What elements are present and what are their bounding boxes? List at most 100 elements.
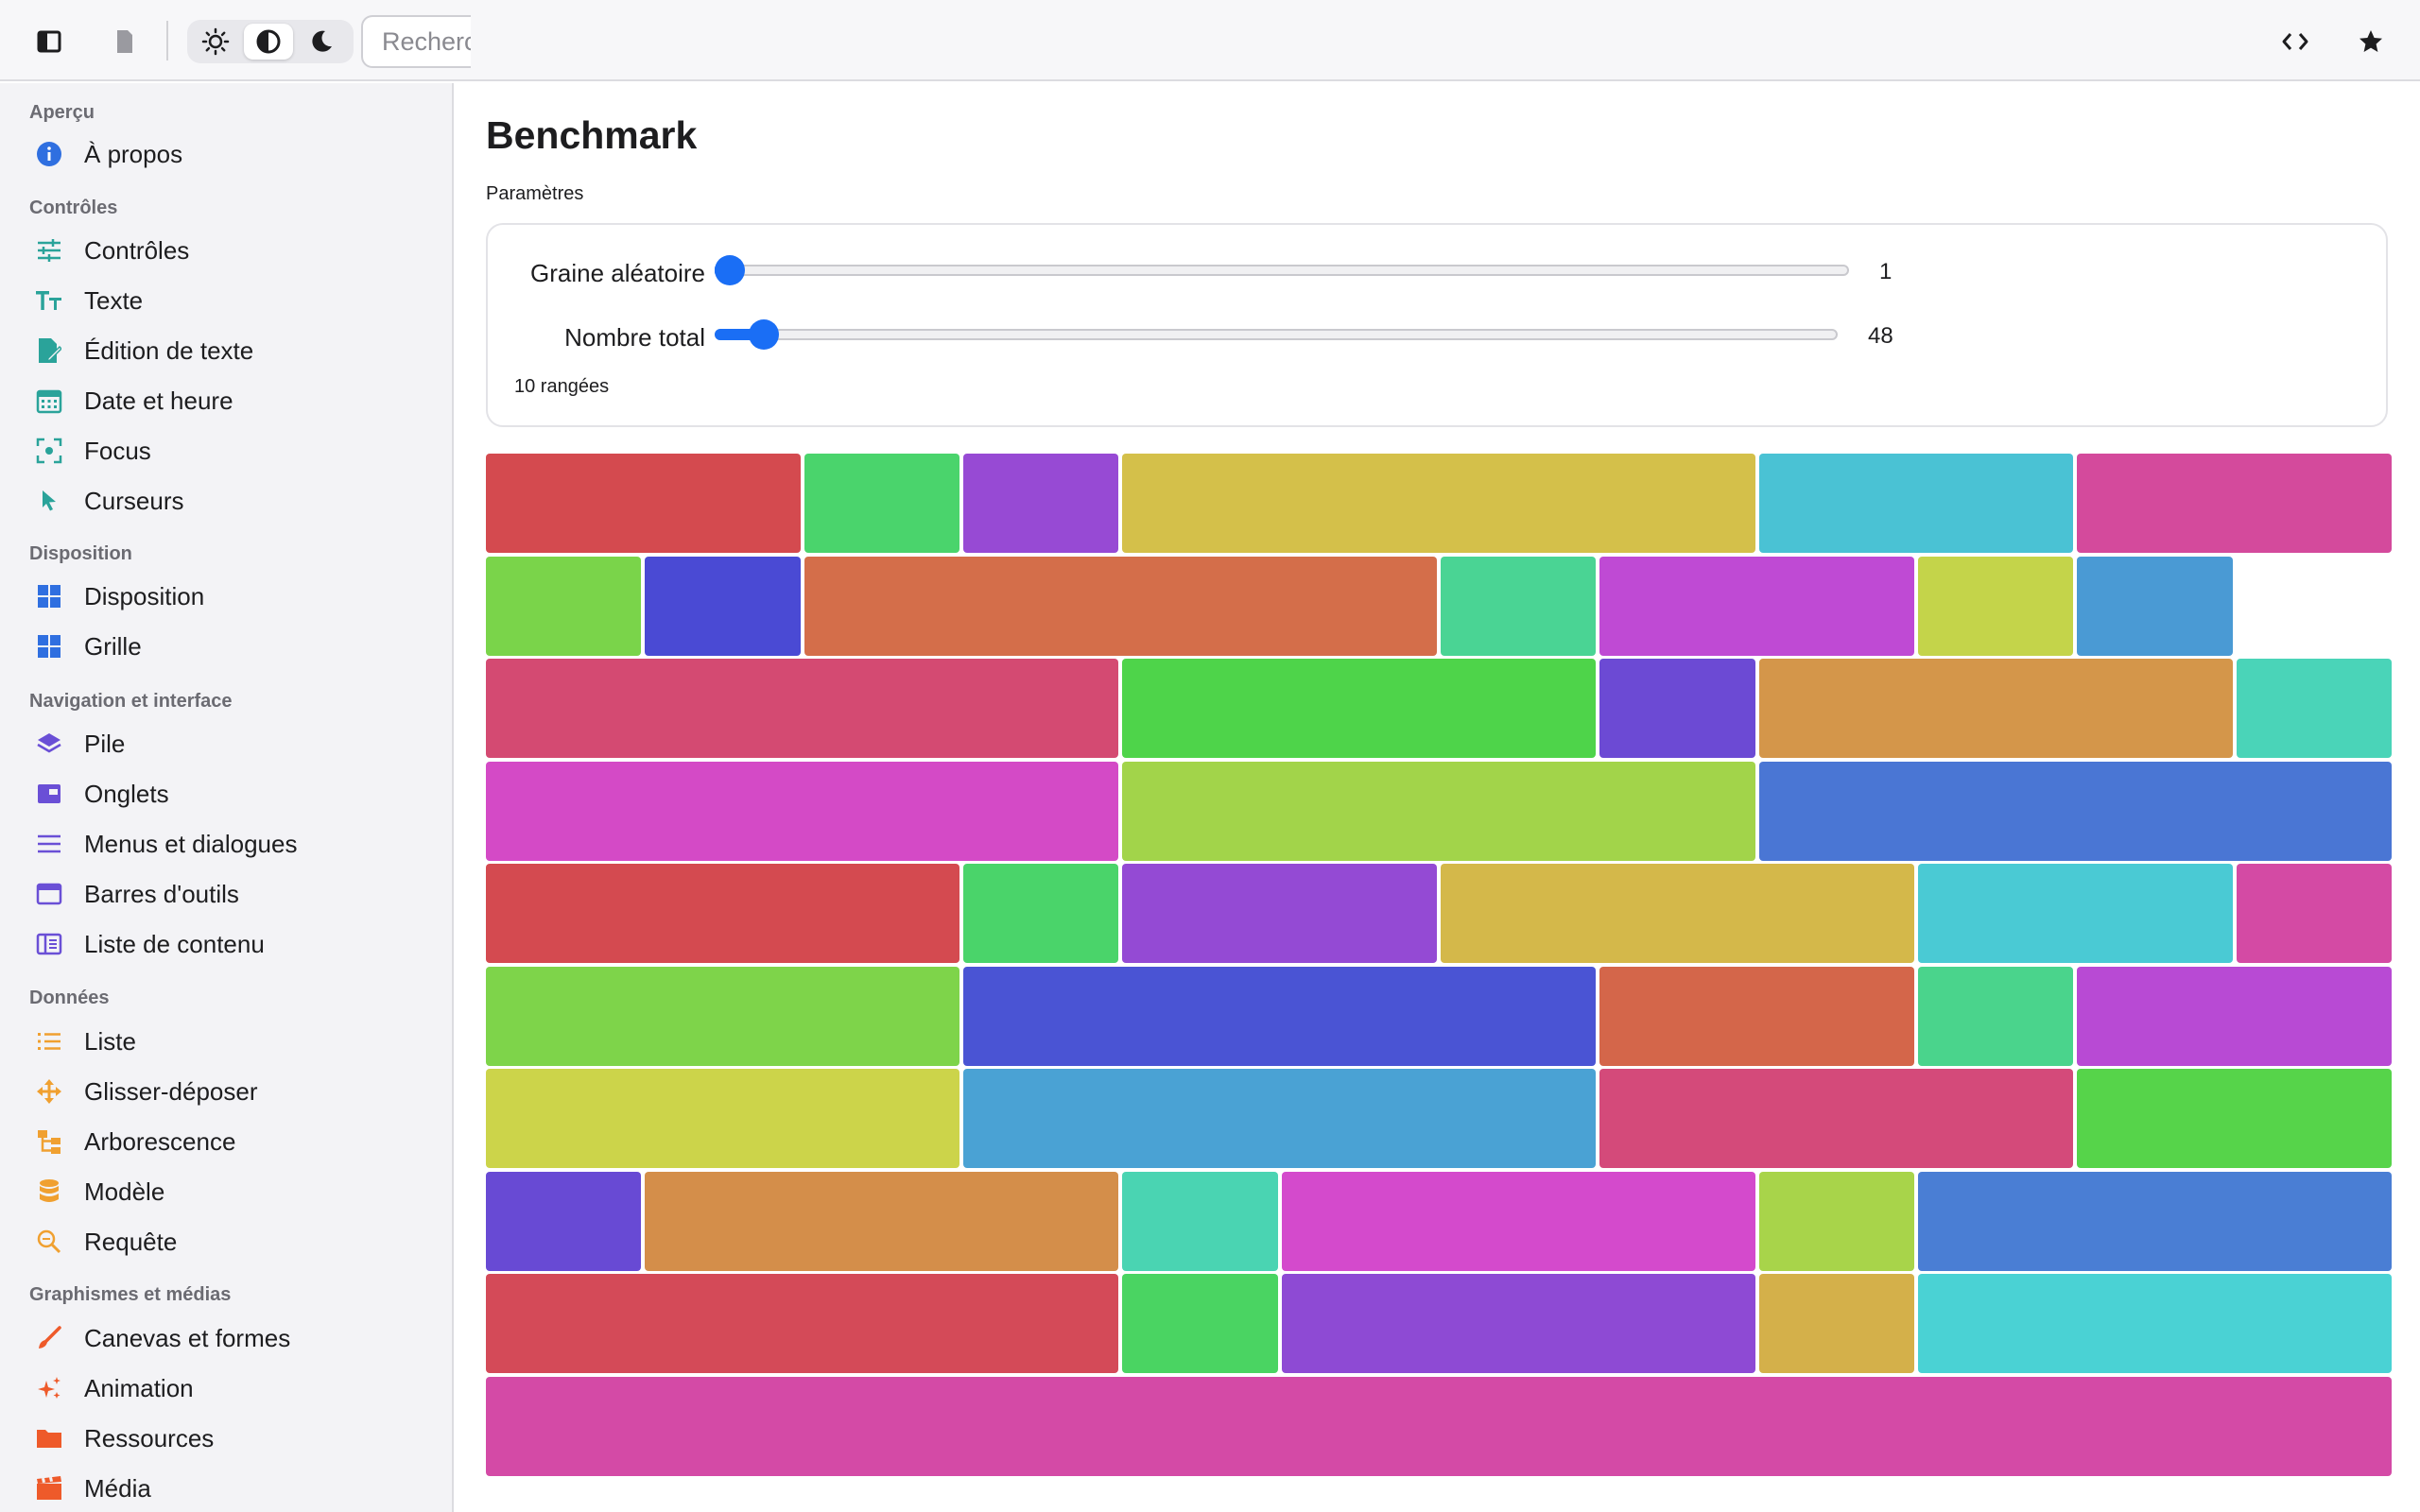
grid-cell — [963, 864, 1119, 963]
grid-cell — [1122, 1274, 1278, 1373]
seed-slider-thumb[interactable] — [715, 255, 745, 285]
section-title-data: Données — [29, 988, 110, 1008]
grid-cell — [963, 1069, 1597, 1168]
grid-cell — [2077, 556, 2233, 656]
sidebar-item-label: Canevas et formes — [84, 1323, 291, 1352]
section-title-overview: Aperçu — [29, 102, 95, 123]
grid-cell — [1122, 454, 1755, 553]
main-content: Benchmark Paramètres Graine aléatoire 1 … — [456, 83, 2420, 1512]
sidebar-item-controls[interactable]: Contrôles — [19, 227, 435, 274]
tabs-icon — [28, 773, 70, 815]
sidebar-item-content-list[interactable]: Liste de contenu — [19, 920, 435, 968]
sidebar-item-text-editing[interactable]: Édition de texte — [19, 327, 435, 374]
sidebar-item-drag-drop[interactable]: Glisser-déposer — [19, 1068, 435, 1115]
favorite-button[interactable] — [2348, 19, 2394, 64]
parameters-card: Graine aléatoire 1 Nombre total 48 10 ra… — [486, 223, 2388, 427]
film-icon — [28, 1468, 70, 1509]
sidebar-item-media[interactable]: Média — [19, 1465, 435, 1512]
sidebar-item-list[interactable]: Liste — [19, 1018, 435, 1065]
grid-cell — [1758, 1171, 1914, 1271]
grid-cell — [486, 1069, 959, 1168]
folder-icon — [28, 1418, 70, 1459]
sidebar-item-toolbars[interactable]: Barres d'outils — [19, 870, 435, 918]
sidebar-item-about[interactable]: À propos — [19, 130, 435, 178]
grid-cell — [804, 556, 1437, 656]
grid-cell — [486, 966, 959, 1066]
stack-icon — [28, 723, 70, 765]
sidebar-item-cursors[interactable]: Curseurs — [19, 477, 435, 524]
total-count-label: Nombre total — [564, 323, 705, 352]
sidebar-item-focus[interactable]: Focus — [19, 427, 435, 474]
grid-cell — [963, 966, 1597, 1066]
toolbar — [0, 0, 2420, 81]
auto-theme-button[interactable] — [244, 24, 293, 60]
document-button[interactable] — [102, 19, 147, 64]
grid-cell — [1758, 761, 2392, 861]
grid-cell — [486, 1171, 642, 1271]
grid-cell — [1281, 1274, 1755, 1373]
sidebar-item-label: Modèle — [84, 1177, 165, 1206]
light-theme-button[interactable] — [191, 24, 240, 60]
focus-icon — [28, 430, 70, 472]
seed-value: 1 — [1879, 259, 1893, 284]
total-count-slider-track[interactable] — [715, 329, 1838, 340]
view-source-button[interactable] — [2273, 19, 2318, 64]
sidebar-item-layout[interactable]: Disposition — [19, 573, 435, 620]
grid-icon — [28, 626, 70, 667]
sidebar-item-tabs[interactable]: Onglets — [19, 770, 435, 817]
search-input[interactable] — [361, 15, 471, 68]
cursor-icon — [28, 480, 70, 522]
sidebar-item-canvas-shapes[interactable]: Canevas et formes — [19, 1314, 435, 1362]
grid-cell — [2077, 454, 2392, 553]
dark-theme-button[interactable] — [297, 24, 346, 60]
menu-icon — [28, 823, 70, 865]
benchmark-grid — [486, 454, 2392, 1476]
grid-cell — [804, 454, 959, 553]
grid-cell — [1122, 659, 1597, 758]
sidebar-item-animation[interactable]: Animation — [19, 1365, 435, 1412]
grid-cell — [1599, 659, 1755, 758]
parameters-label: Paramètres — [486, 183, 584, 204]
list-icon — [28, 1021, 70, 1062]
sidebar-item-tree[interactable]: Arborescence — [19, 1118, 435, 1165]
sidebar-item-model[interactable]: Modèle — [19, 1168, 435, 1215]
total-count-slider-thumb[interactable] — [748, 319, 779, 350]
sidebar-item-query[interactable]: Requête — [19, 1218, 435, 1265]
sidebar-item-label: Requête — [84, 1227, 178, 1256]
sidebar-item-date-time[interactable]: Date et heure — [19, 377, 435, 424]
grid-cell — [645, 556, 801, 656]
calendar-icon — [28, 380, 70, 421]
sidebar-item-stack[interactable]: Pile — [19, 720, 435, 767]
grid-row — [486, 1376, 2392, 1476]
grid-cell — [1758, 454, 2074, 553]
grid-row — [486, 1069, 2392, 1168]
grid-row — [486, 454, 2392, 553]
sidebar-item-menus-dialogs[interactable]: Menus et dialogues — [19, 820, 435, 868]
sidebar-item-label: Pile — [84, 729, 126, 758]
grid-cell — [1441, 556, 1597, 656]
seed-slider-track[interactable] — [715, 265, 1849, 276]
total-count-value: 48 — [1868, 323, 1893, 349]
edit-document-icon — [28, 330, 70, 371]
grid-cell — [2236, 864, 2392, 963]
grid-cell — [1918, 1274, 2392, 1373]
sidebar-item-label: Liste — [84, 1026, 136, 1056]
grid-cell — [1599, 556, 1914, 656]
sidebar-item-text[interactable]: Texte — [19, 277, 435, 324]
sidebar-item-grid[interactable]: Grille — [19, 623, 435, 670]
moon-icon — [312, 30, 332, 52]
sidebar-item-resources[interactable]: Ressources — [19, 1415, 435, 1462]
sidebar-item-label: Disposition — [84, 581, 205, 610]
sidebar-item-label: Barres d'outils — [84, 879, 239, 908]
sidebar-item-label: Date et heure — [84, 386, 233, 415]
drag-icon — [28, 1071, 70, 1112]
sliders-icon — [28, 230, 70, 271]
sidebar-toggle-button[interactable] — [26, 19, 72, 64]
total-count-slider-fill — [715, 329, 756, 340]
sidebar-item-label: Glisser-déposer — [84, 1076, 258, 1106]
grid-cell — [486, 1274, 1119, 1373]
grid-cell — [1599, 966, 1914, 1066]
grid-row — [486, 966, 2392, 1066]
grid-cell — [1918, 966, 2074, 1066]
page-title: Benchmark — [486, 113, 698, 157]
